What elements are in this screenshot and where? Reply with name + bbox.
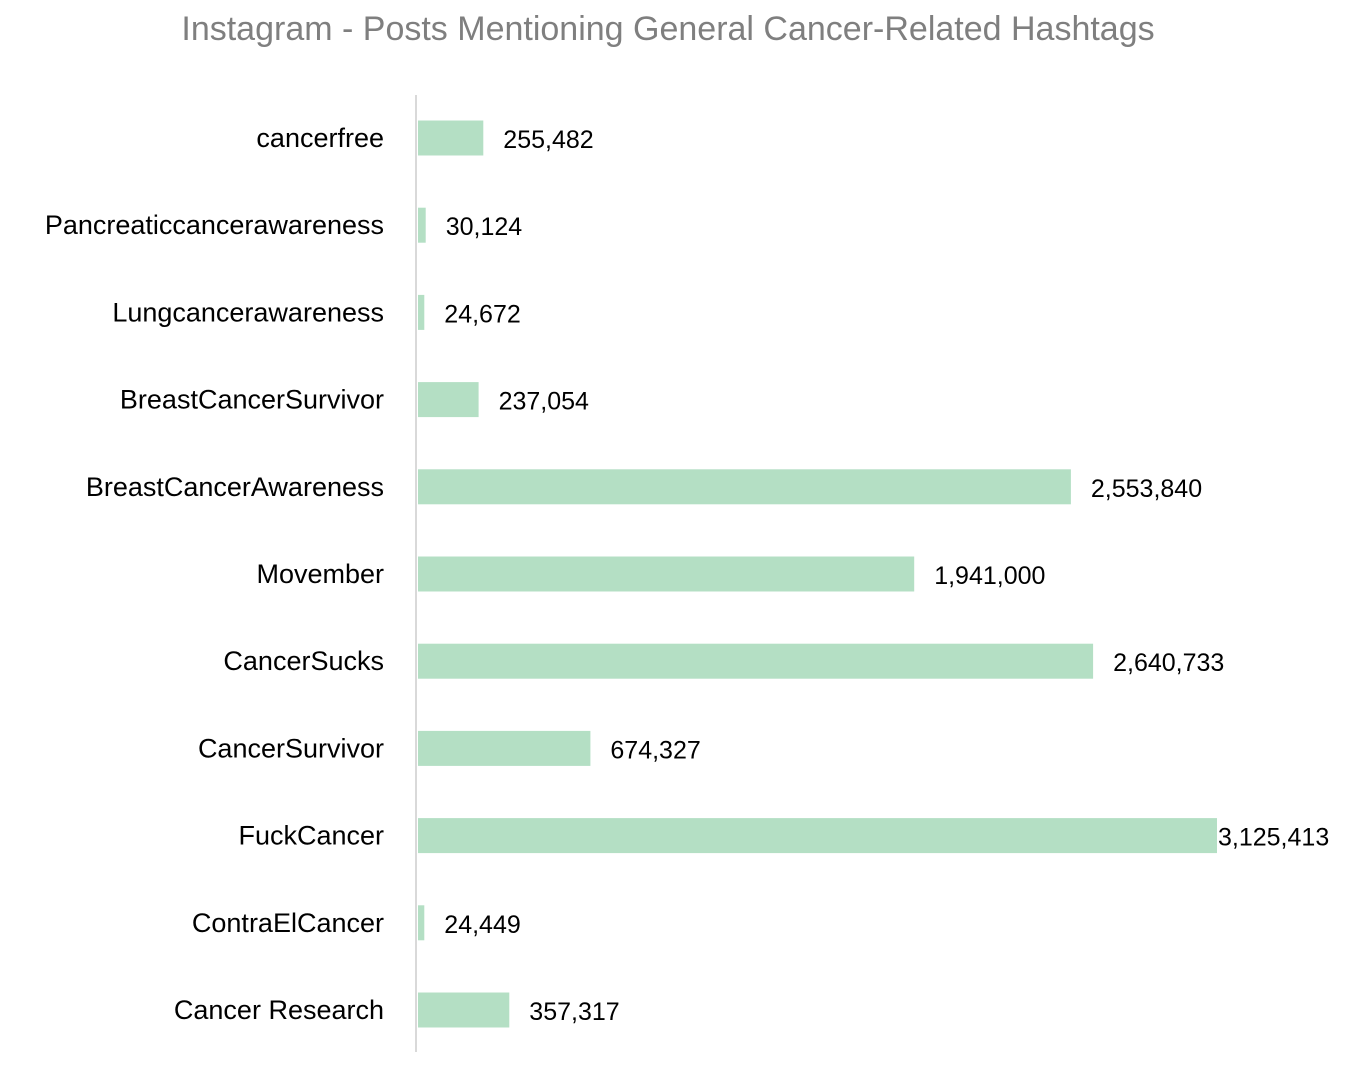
bar-6 [418, 643, 1094, 679]
value-label: 357,317 [529, 998, 619, 1026]
value-label: 3,125,413 [1218, 824, 1329, 852]
category-label: BreastCancerAwareness [86, 472, 384, 502]
value-label: 255,482 [503, 126, 593, 154]
bar-1 [418, 207, 426, 243]
value-labels: 255,482 30,124 24,672 237,054 2,553,840 1,941… [444, 126, 1329, 1026]
bar-0 [418, 120, 484, 156]
bar-5 [418, 556, 915, 592]
value-label: 2,640,733 [1113, 649, 1224, 677]
value-label: 24,672 [444, 300, 520, 328]
category-label: Cancer Research [174, 995, 384, 1025]
bar-10 [418, 992, 510, 1028]
value-label: 2,553,840 [1091, 475, 1202, 503]
category-label: Pancreaticcancerawareness [45, 210, 384, 240]
chart-title: Instagram - Posts Mentioning General Can… [181, 10, 1154, 48]
category-label: Lungcancerawareness [112, 297, 384, 327]
bars [418, 120, 1217, 1028]
value-label: 1,941,000 [934, 562, 1045, 590]
value-label: 30,124 [446, 213, 523, 241]
bar-3 [418, 382, 479, 418]
value-label: 237,054 [499, 388, 589, 416]
category-label: CancerSurvivor [198, 733, 384, 763]
category-label: ContraElCancer [192, 908, 384, 938]
category-label: cancerfree [256, 123, 384, 153]
bar-4 [418, 469, 1071, 505]
bar-2 [418, 294, 425, 330]
category-label: CancerSucks [223, 646, 384, 676]
bar-8 [418, 818, 1217, 854]
category-labels: cancerfree Pancreaticcancerawareness Lungc… [45, 123, 384, 1025]
bar-9 [418, 905, 425, 941]
bar-7 [418, 730, 591, 766]
category-label: Movember [256, 559, 384, 589]
category-label: BreastCancerSurvivor [120, 385, 384, 415]
category-label: FuckCancer [238, 821, 384, 851]
value-label: 24,449 [444, 911, 520, 939]
value-label: 674,327 [610, 736, 700, 764]
